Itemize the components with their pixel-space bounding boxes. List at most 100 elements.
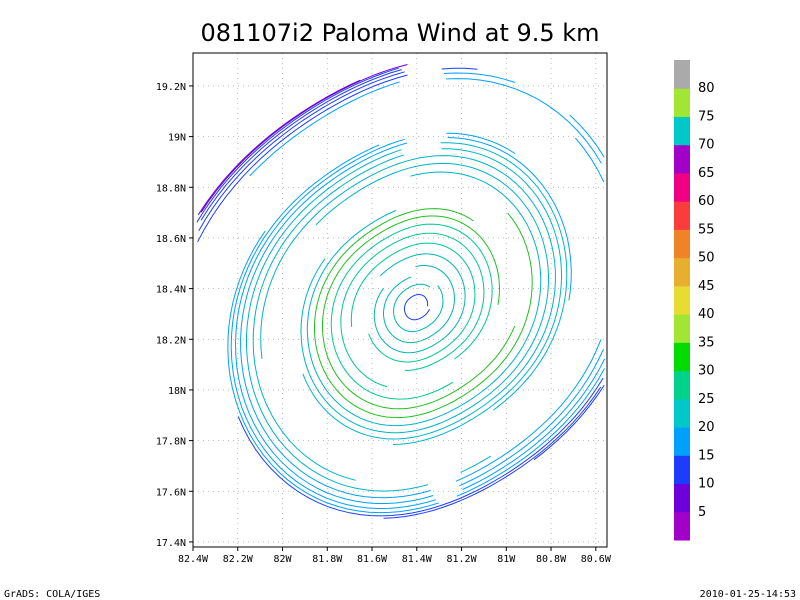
streamline — [196, 67, 399, 223]
colorbar-swatch — [674, 370, 690, 400]
streamline — [200, 64, 408, 213]
x-tick-label: 82.4W — [178, 554, 209, 565]
streamline — [569, 114, 605, 158]
streamline — [383, 265, 456, 344]
streamline — [373, 253, 466, 354]
streamline — [447, 137, 572, 301]
streamline — [460, 455, 491, 473]
y-tick-label: 18.6N — [156, 234, 186, 245]
colorbar-label: 35 — [698, 335, 715, 350]
streamline — [383, 386, 602, 519]
streamline — [234, 138, 434, 504]
streamline — [197, 79, 361, 216]
colorbar-swatch — [674, 60, 690, 89]
y-tick-label: 18N — [168, 386, 186, 397]
colorbar-swatch — [674, 201, 690, 230]
colorbar-swatch — [674, 314, 690, 343]
colorbar-label: 20 — [698, 420, 715, 435]
x-tick-label: 80.8W — [536, 554, 567, 565]
x-tick-label: 81.8W — [312, 554, 343, 565]
x-tick-label: 81.6W — [357, 554, 388, 565]
colorbar-label: 80 — [698, 81, 715, 96]
x-tick-label: 81.4W — [402, 554, 433, 565]
streamline — [306, 171, 542, 427]
colorbar-label: 55 — [698, 222, 715, 237]
colorbar-swatch — [674, 229, 690, 259]
streamline — [197, 74, 408, 243]
colorbar-swatch — [674, 342, 690, 372]
streamline — [393, 283, 444, 333]
colorbar-swatch — [674, 257, 690, 287]
x-tick-label: 82.2W — [223, 554, 254, 565]
plot-frame — [192, 52, 608, 548]
streamline — [462, 358, 606, 490]
colorbar-swatch — [674, 88, 690, 117]
colorbar-label: 70 — [698, 138, 715, 153]
streamline — [392, 148, 563, 445]
streamline — [314, 208, 533, 419]
chart-title: 081107i2 Paloma Wind at 9.5 km — [200, 19, 599, 47]
streamline — [456, 368, 605, 497]
colorbar: 5 10 15 20 25 30 35 40 45 50 55 60 65 70 75 80 — [674, 60, 715, 541]
colorbar-swatch — [674, 427, 690, 456]
y-tick-label: 18.8N — [156, 183, 186, 194]
streamlines — [196, 64, 606, 519]
y-tick-label: 19.2N — [156, 82, 186, 93]
colorbar-swatch — [674, 483, 690, 513]
y-tick-label: 17.4N — [156, 538, 186, 549]
x-tick-label: 81.2W — [446, 554, 477, 565]
streamline — [443, 72, 515, 83]
colorbar-label: 40 — [698, 307, 715, 322]
streamline — [198, 71, 405, 232]
colorbar-label: 25 — [698, 392, 715, 407]
streamline — [533, 384, 605, 461]
colorbar-label: 75 — [698, 109, 715, 124]
x-tick-label: 82W — [273, 554, 292, 565]
y-tick-label: 19N — [168, 133, 186, 144]
streamline — [246, 149, 429, 492]
streamline — [459, 348, 604, 487]
streamline — [260, 155, 556, 440]
colorbar-swatch — [674, 116, 690, 146]
streamline — [455, 339, 602, 482]
footer-right: 2010-01-25-14:53 — [700, 589, 796, 600]
streamline — [440, 142, 568, 411]
y-tick-label: 18.4N — [156, 285, 186, 296]
x-tick-label: 80.6W — [581, 554, 612, 565]
colorbar-label: 15 — [698, 448, 715, 463]
colorbar-swatch — [674, 144, 690, 174]
colorbar-swatch — [674, 398, 690, 428]
y-axis-ticks: 17.4N 17.6N 17.8N 18N 18.2N 18.4N 18.6N 18.8N 19… — [156, 82, 193, 549]
colorbar-label: 60 — [698, 194, 715, 209]
colorbar-label: 45 — [698, 279, 715, 294]
streamline — [249, 81, 400, 177]
streamline — [446, 78, 602, 164]
streamline — [330, 223, 493, 400]
streamline — [300, 162, 550, 434]
colorbar-label: 65 — [698, 166, 715, 181]
y-tick-label: 17.8N — [156, 437, 186, 448]
x-tick-label: 81W — [497, 554, 516, 565]
colorbar-swatch — [674, 455, 690, 485]
streamline — [340, 232, 485, 388]
grid-lines — [192, 53, 607, 547]
colorbar-swatch — [674, 285, 690, 315]
streamline — [350, 242, 476, 363]
streamline — [575, 137, 605, 183]
streamline — [441, 67, 478, 70]
streamline — [252, 154, 404, 481]
colorbar-label: 30 — [698, 364, 715, 379]
streamline — [322, 215, 516, 410]
streamline — [230, 144, 437, 510]
streamline — [446, 132, 516, 154]
colorbar-label: 10 — [698, 477, 715, 492]
streamline — [240, 142, 431, 499]
colorbar-swatch — [674, 172, 690, 202]
streamline — [403, 294, 430, 321]
y-tick-label: 17.6N — [156, 487, 186, 498]
streamline — [227, 230, 439, 514]
footer-left: GrADS: COLA/IGES — [4, 589, 100, 600]
y-tick-label: 18.2N — [156, 335, 186, 346]
colorbar-label: 5 — [698, 505, 706, 520]
